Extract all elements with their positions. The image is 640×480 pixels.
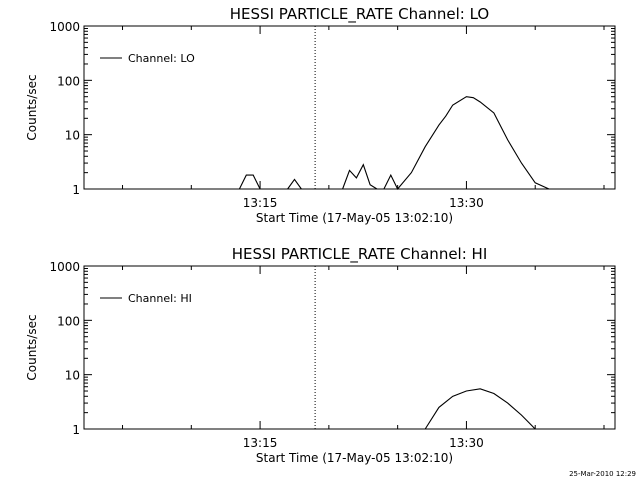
y-tick-label: 100 — [57, 314, 80, 328]
y-tick-label: 1 — [72, 423, 80, 437]
y-tick-label: 1000 — [49, 20, 80, 34]
timestamp-label: 25-Mar-2010 12:29 — [569, 470, 636, 478]
x-axis-label: Start Time (17-May-05 13:02:10) — [256, 451, 453, 465]
x-axis-label: Start Time (17-May-05 13:02:10) — [256, 211, 453, 225]
plot-frame — [83, 265, 616, 430]
legend-label: Channel: HI — [128, 292, 192, 305]
series-line-lo — [383, 96, 550, 191]
y-axis-label: Counts/sec — [25, 314, 39, 380]
x-tick-label: 13:30 — [449, 436, 484, 450]
series-line-lo — [287, 178, 302, 190]
y-tick-label: 100 — [57, 74, 80, 88]
legend-label: Channel: LO — [128, 52, 195, 65]
chart-title: HESSI PARTICLE_RATE Channel: HI — [232, 245, 488, 264]
chart-panel-lo: HESSI PARTICLE_RATE Channel: LOSE1101001… — [25, 5, 616, 225]
series-line-lo — [342, 163, 378, 190]
y-axis-label: Counts/sec — [25, 74, 39, 140]
x-tick-label: 13:15 — [243, 436, 278, 450]
chart-panel-hi: HESSI PARTICLE_RATE Channel: HISE1101001… — [25, 245, 616, 465]
plot-frame — [83, 25, 616, 190]
y-tick-label: 1 — [72, 183, 80, 197]
y-tick-label: 1000 — [49, 260, 80, 274]
y-tick-label: 10 — [65, 369, 80, 383]
x-tick-label: 13:30 — [449, 196, 484, 210]
y-tick-label: 10 — [65, 129, 80, 143]
x-tick-label: 13:15 — [243, 196, 278, 210]
chart-title: HESSI PARTICLE_RATE Channel: LO — [230, 5, 489, 24]
series-line-hi — [424, 388, 536, 430]
series-line-lo — [238, 174, 261, 190]
